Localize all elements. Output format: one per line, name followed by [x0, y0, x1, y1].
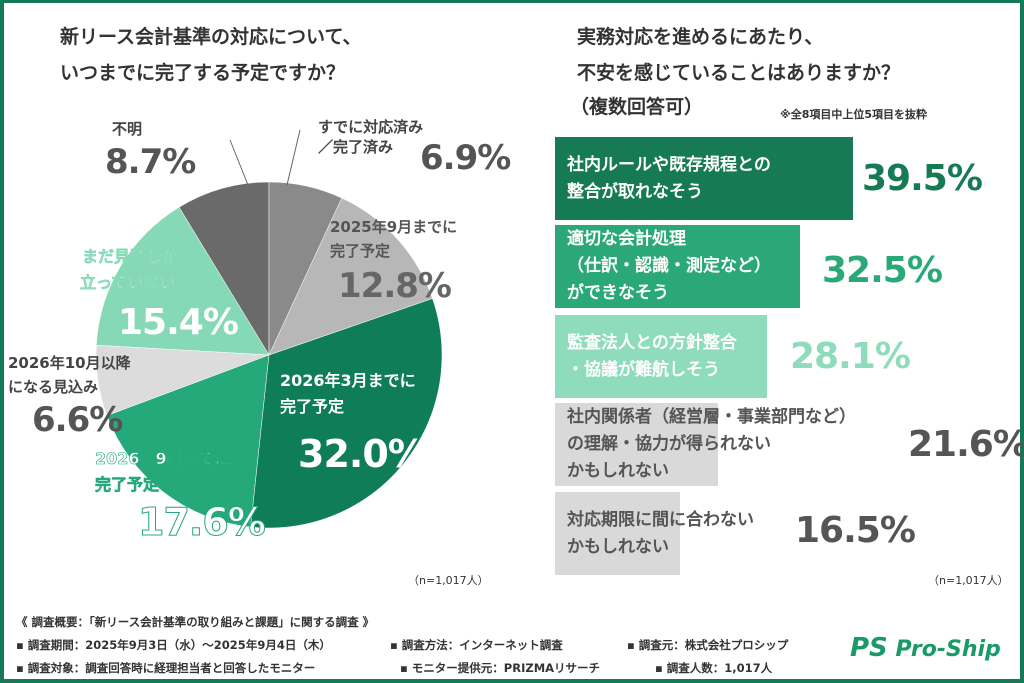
pie-label-done-2: ／完了済み [318, 138, 394, 156]
pie-slice-0 [268, 181, 343, 356]
pie-sample-note: （n=1,017人） [408, 574, 489, 587]
bar-label-1-1: （仕訳・認識・測定など） [567, 256, 771, 276]
bar-label-0-1: 整合が取れなそう [567, 181, 703, 202]
pie-label-unknown: 不明 [112, 120, 143, 138]
bar-3 [555, 403, 719, 486]
pie-label-2025-2: 完了予定 [330, 242, 391, 260]
footer-provider: ▪ モニター提供元：PRIZMAリサーチ [400, 661, 601, 675]
pie-value-done: 6.9% [420, 138, 511, 178]
bar-label-2-1: ・協議が難航しそう [567, 359, 720, 380]
footer-count: ▪ 調査人数：1,017人 [655, 661, 773, 675]
bar-1 [555, 225, 801, 308]
pie-value-2026-9: 17.6% [138, 500, 267, 545]
pie-slice-3 [106, 354, 270, 528]
leader-line-unknown [229, 139, 249, 186]
bar-value-1: 32.5% [822, 250, 943, 291]
pie-slice-5 [96, 206, 270, 356]
bar-0 [555, 137, 854, 220]
bar-label-3-2: かもしれない [567, 461, 669, 481]
pie-label-2026-9-1: 2026年9月までに [95, 449, 231, 469]
bar-title-2: 不安を感じていることはありますか？ [577, 62, 901, 84]
bar-value-2: 28.1% [790, 336, 911, 377]
pie-value-unknown-outlook: 15.4% [118, 302, 239, 343]
footer-method: ▪ 調査方法：インターネット調査 [390, 638, 563, 652]
footer-target: ▪ 調査対象：調査回答時に経理担当者と回答したモニター [16, 661, 316, 675]
bar-2 [555, 315, 768, 398]
pie-label-2026-9-2: 完了予定 [95, 475, 160, 495]
pie-slice-6 [178, 181, 270, 356]
bar-subnote: ※全8項目中上位5項目を抜粋 [780, 108, 928, 121]
pie-chart [95, 129, 443, 529]
bar-sample-note: （n=1,017人） [928, 574, 1009, 587]
pie-label-2026-3-1: 2026年3月までに [280, 371, 416, 390]
bar-value-4: 16.5% [795, 510, 916, 551]
pro-ship-logo: PS Pro-Ship [850, 633, 1001, 663]
pie-label-unknown-outlook-1: まだ見通しが [82, 247, 179, 267]
pie-value-2025: 12.8% [338, 266, 452, 306]
bar-label-4-1: かもしれない [567, 536, 669, 557]
bar-title-1: 実務対応を進めるにあたり、 [577, 26, 824, 48]
pie-label-2026-10-2: になる見込み [8, 378, 99, 396]
bar-label-3-1: の理解・協力が得られない [567, 434, 771, 454]
pie-value-unknown: 8.7% [105, 142, 196, 182]
pie-label-done-1: すでに対応済み [318, 118, 424, 136]
pie-label-unknown-outlook-2: 立っていない [80, 273, 176, 293]
pie-value-2026-10: 6.6% [32, 400, 123, 440]
bar-value-3: 21.6% [908, 424, 1024, 465]
footer-source: ▪ 調査元：株式会社プロシップ [627, 638, 789, 652]
pie-title-2: いつまでに完了する予定ですか？ [60, 62, 346, 84]
leader-line-done [286, 129, 301, 186]
bar-label-1-2: ができなそう [567, 283, 669, 303]
pie-label-2026-3-2: 完了予定 [280, 397, 345, 416]
bar-title-3: （複数回答可） [570, 96, 704, 118]
pie-value-2026-3: 32.0% [298, 432, 426, 476]
pie-slice-2 [250, 298, 443, 529]
footer-summary: 《 調査概要：「新リース会計基準の取り組みと課題」に関する調査 》 [16, 615, 375, 629]
footer-period: ▪ 調査期間：2025年9月3日（水）～2025年9月4日（木） [16, 638, 331, 652]
bar-label-1-0: 適切な会計処理 [567, 229, 686, 249]
bar-label-3-0: 社内関係者（経営層・事業部門など） [567, 407, 856, 427]
pie-slice-1 [268, 197, 433, 356]
pie-label-2025-1: 2025年9月までに [330, 218, 458, 236]
bar-label-0-0: 社内ルールや既存規程との [567, 154, 771, 175]
bar-label-2-0: 監査法人との方針整合 [567, 332, 737, 353]
bar-value-0: 39.5% [862, 158, 983, 199]
bar-label-4-0: 対応期限に間に合わない [567, 509, 754, 530]
pie-label-2026-10-1: 2026年10月以降 [8, 354, 131, 372]
pie-title-1: 新リース会計基準の対応について、 [60, 26, 362, 48]
bar-4 [555, 492, 680, 575]
